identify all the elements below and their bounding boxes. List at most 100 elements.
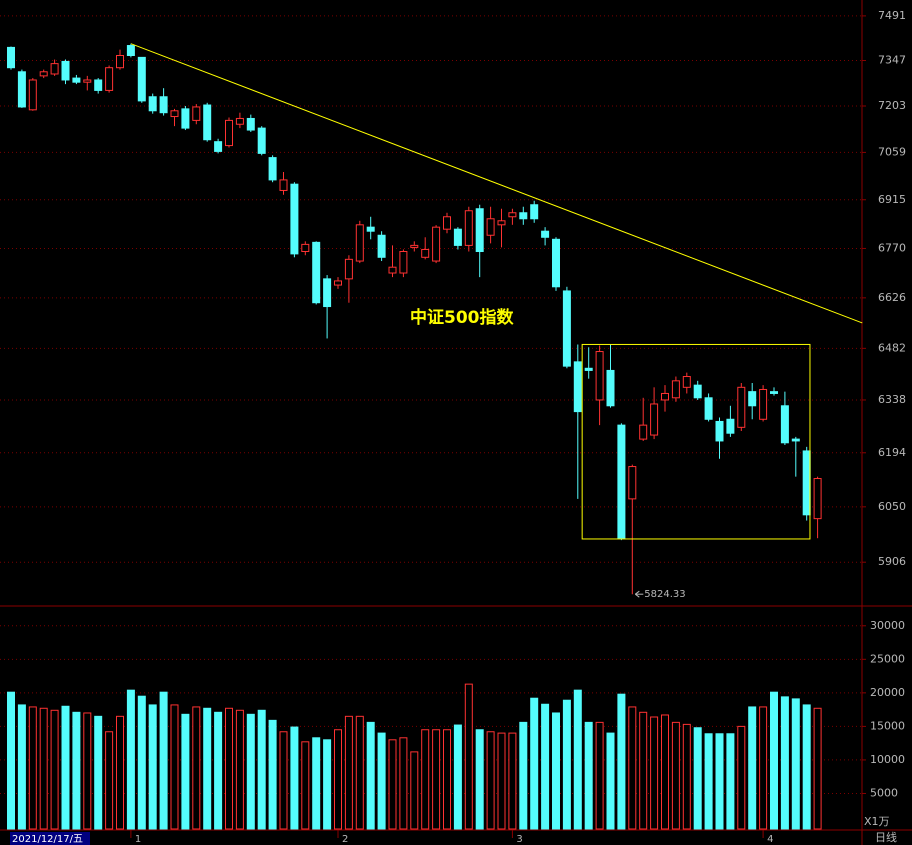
candle-body (301, 243, 310, 253)
volume-bar (94, 715, 103, 830)
candle-body (759, 388, 768, 420)
x-tick-label: 3 (516, 834, 522, 845)
volume-bar (61, 705, 70, 830)
candle-body (181, 108, 190, 129)
volume-bar (279, 731, 288, 830)
volume-bar (28, 706, 37, 830)
volume-bar (355, 715, 364, 830)
candle-body (388, 266, 397, 274)
candle-body (312, 241, 321, 304)
candle-body (50, 63, 59, 75)
volume-bar (639, 711, 648, 830)
volume-bar (421, 729, 430, 830)
volume-bar (246, 713, 255, 830)
candle-body (661, 392, 669, 401)
candle-body (552, 238, 560, 288)
volume-bar (497, 732, 506, 830)
candle-body (508, 212, 517, 218)
candle-body (214, 141, 223, 152)
volume-bar (780, 696, 789, 830)
volume-bar (770, 691, 778, 830)
chart-title: 中证500指数 (410, 307, 514, 328)
volume-bar (802, 704, 811, 830)
volume-bar (268, 719, 277, 830)
volume-bar (693, 727, 702, 830)
candle-body (257, 127, 266, 154)
volume-bar (573, 689, 582, 830)
candle-body (192, 106, 201, 121)
volume-bar (682, 723, 691, 830)
candle-body (737, 386, 746, 428)
candle-body (170, 110, 179, 118)
volume-bar (443, 729, 451, 830)
candle-body (94, 79, 103, 91)
y-tick-label: 5906 (878, 555, 906, 568)
candle-body (28, 79, 37, 111)
volume-bar (519, 721, 528, 830)
volume-bar (377, 732, 386, 830)
volume-bar (181, 713, 190, 830)
candle-body (148, 96, 157, 112)
candle-body (344, 258, 353, 280)
y-tick-label: 6770 (878, 241, 906, 254)
candle-body (497, 220, 506, 226)
candle-body (639, 424, 648, 440)
candle-body (584, 367, 593, 371)
volume-bar (715, 733, 724, 830)
volume-bar (235, 709, 244, 830)
y-tick-label: 20000 (870, 686, 905, 699)
volume-bar (661, 714, 669, 830)
volume-unit: X1万 (864, 815, 890, 828)
candle-body (813, 478, 822, 520)
candle-body (671, 380, 680, 399)
y-tick-label: 25000 (870, 652, 905, 665)
volume-bar (791, 698, 800, 830)
volume-bar (366, 721, 375, 830)
candle-body (39, 71, 48, 77)
volume-bar (584, 721, 593, 830)
candle-body (116, 55, 124, 69)
volume-bar (399, 737, 408, 830)
volume-bar (628, 706, 637, 830)
y-tick-label: 6915 (878, 193, 906, 206)
volume-bar (704, 733, 713, 830)
candle-body (464, 210, 473, 246)
candle-body (399, 251, 408, 274)
volume-bar (344, 715, 353, 830)
candle-body (562, 290, 571, 367)
y-tick-label: 7203 (878, 99, 906, 112)
volume-bar (475, 729, 484, 830)
volume-bar (453, 724, 462, 830)
candle-body (486, 218, 495, 236)
volume-bar (617, 693, 626, 830)
candle-body (235, 117, 244, 125)
volume-bar (159, 691, 168, 830)
volume-bar (290, 726, 299, 830)
candle-body (203, 104, 212, 141)
candle-body (137, 56, 146, 102)
volume-bar (105, 731, 114, 830)
candle-body (334, 280, 342, 286)
volume-bar (530, 697, 539, 830)
candle-body (475, 208, 484, 253)
volume-bar (388, 739, 397, 830)
candle-body (443, 216, 451, 230)
volume-bar (813, 707, 822, 830)
candle-body (595, 351, 604, 401)
volume-bar (410, 751, 419, 830)
y-tick-label: 15000 (870, 719, 905, 732)
range-box (581, 343, 811, 540)
date-label: 2021/12/17/五 (12, 834, 83, 845)
volume-bar (737, 725, 746, 830)
candle-body (715, 420, 724, 442)
volume-bar (83, 712, 92, 830)
candle-body (377, 234, 386, 258)
candle-body (770, 391, 778, 394)
candle-body (541, 230, 550, 238)
candle-body (279, 179, 288, 191)
candle-body (323, 278, 332, 308)
candle-body (105, 67, 114, 91)
volume-bar (116, 715, 124, 830)
low-arrow-head (635, 590, 640, 598)
